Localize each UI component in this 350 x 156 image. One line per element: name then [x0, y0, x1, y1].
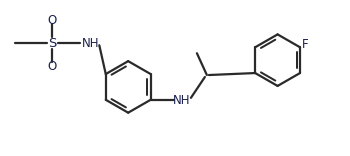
Text: NH: NH	[173, 94, 191, 107]
Text: NH: NH	[82, 37, 99, 50]
Text: S: S	[48, 37, 57, 50]
Text: O: O	[48, 60, 57, 73]
Text: F: F	[302, 38, 308, 51]
Text: O: O	[48, 14, 57, 27]
